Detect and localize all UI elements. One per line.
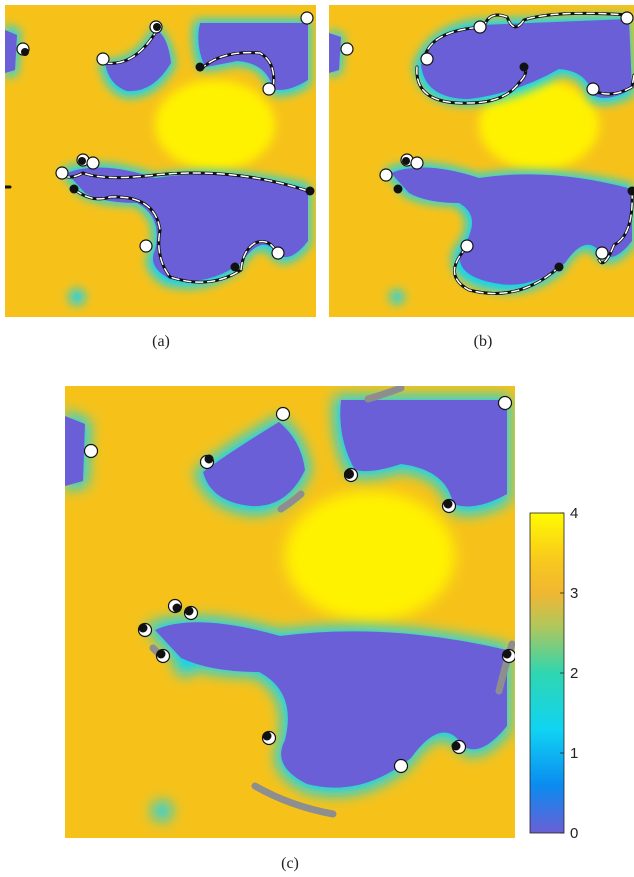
caption-b: (b) [473, 333, 493, 350]
high-value-region [479, 80, 599, 170]
phase-singularities [16, 11, 315, 272]
colorbar-tick-label: 1 [570, 745, 578, 762]
colorbar-tick-label: 3 [570, 585, 578, 602]
phase-contours [415, 11, 634, 295]
caption-a: (a) [152, 333, 170, 350]
caption-c: (c) [281, 855, 299, 872]
colorbar: 0 1 2 3 4 [529, 505, 578, 842]
low-regions [65, 400, 507, 788]
phase-singularities [83, 395, 515, 774]
low-regions [329, 19, 632, 285]
low-regions [5, 23, 308, 281]
phase-singularities [340, 11, 634, 272]
colorbar-tick-label: 2 [570, 665, 578, 682]
panel-c [65, 386, 515, 838]
panel-b-field [329, 5, 634, 317]
colorbar-tick-label: 0 [570, 825, 578, 842]
panel-b [329, 5, 634, 317]
colorbar-tick-label: 4 [570, 505, 578, 522]
panel-a-field [5, 5, 316, 317]
colorbar-gradient [529, 512, 565, 834]
panel-a [5, 5, 316, 317]
high-value-region [155, 80, 275, 170]
panel-c-field [65, 386, 515, 838]
phase-contours [5, 28, 310, 284]
colorbar-ticks: 0 1 2 3 4 [560, 505, 578, 842]
high-value-region [285, 491, 455, 621]
